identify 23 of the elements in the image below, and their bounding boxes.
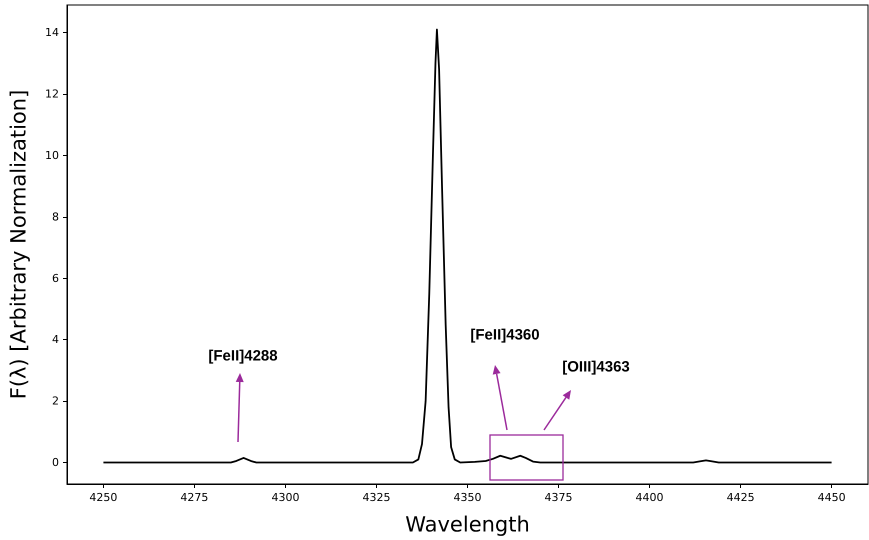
y-tick-label: 2	[52, 394, 59, 408]
annotation: [FeII]4360	[470, 326, 540, 344]
x-axis-title: Wavelength	[405, 512, 530, 536]
x-tick-label: 4375	[544, 491, 573, 504]
line-series	[102, 28, 832, 464]
x-tick-label: 4400	[636, 491, 664, 504]
x-tick-label: 4350	[454, 491, 482, 504]
y-tick-label: 6	[52, 272, 59, 285]
x-tick-label: 4250	[89, 491, 118, 504]
x-tick-label: 4450	[818, 491, 846, 504]
x-tick-label: 4275	[180, 491, 208, 504]
annotation: [OIII]4363	[562, 358, 630, 376]
y-axis-title: F(λ) [Arbitrary Normalization]	[6, 90, 30, 400]
x-tick-label: 4425	[726, 491, 755, 504]
annotation: [FeII]4288	[208, 348, 278, 364]
y-tick-label: 8	[52, 210, 59, 224]
x-tick-label: 4300	[271, 491, 300, 504]
y-tick-label: 4	[52, 333, 59, 346]
y-tick-label: 14	[45, 26, 59, 40]
y-tick-label: 12	[45, 88, 59, 101]
x-tick-label: 4325	[362, 491, 390, 504]
y-tick-label: 10	[45, 148, 59, 162]
y-tick-label: 0	[52, 456, 59, 470]
